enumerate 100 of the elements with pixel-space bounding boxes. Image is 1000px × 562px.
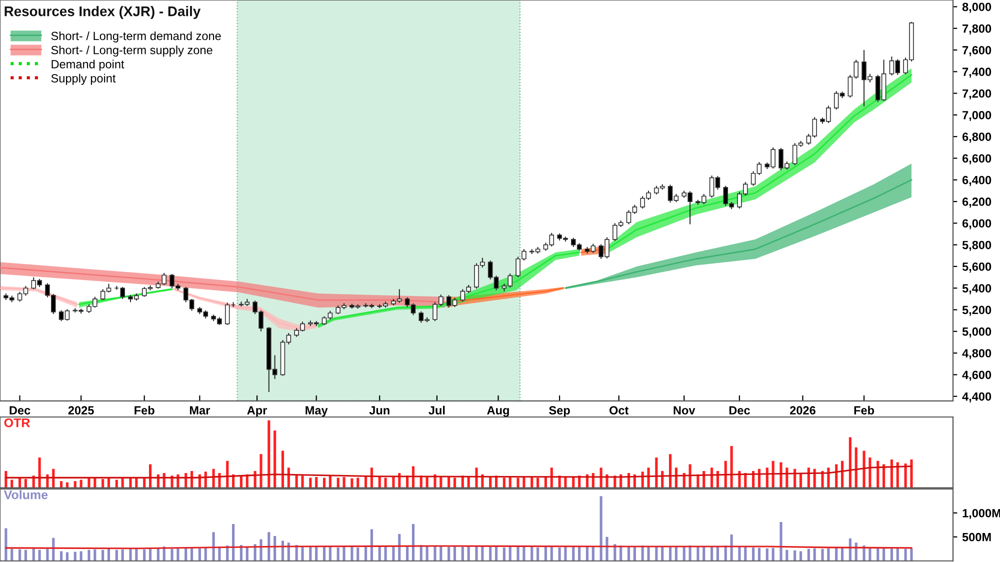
y-tick-label: 5,200 xyxy=(962,306,992,316)
bar xyxy=(827,548,830,561)
bar xyxy=(309,546,312,561)
bar xyxy=(516,478,520,488)
bar xyxy=(453,478,456,488)
bar xyxy=(440,546,442,561)
bar xyxy=(868,457,872,488)
bar xyxy=(364,546,368,561)
y-tick-label: 7,400 xyxy=(962,68,992,78)
bar xyxy=(572,546,575,561)
legend-label: Supply point xyxy=(51,74,116,85)
bar xyxy=(494,546,498,561)
y-tick-label: 6,000 xyxy=(962,219,992,230)
bar xyxy=(143,549,146,561)
bar xyxy=(80,480,82,488)
bar xyxy=(448,546,450,561)
bar xyxy=(156,548,160,561)
y-tick-label: 5,800 xyxy=(962,240,992,251)
bar xyxy=(115,480,118,488)
bar xyxy=(682,546,686,561)
bar xyxy=(46,548,49,561)
bar xyxy=(854,447,858,488)
bar xyxy=(910,548,913,561)
bar xyxy=(752,547,755,561)
bar xyxy=(475,468,478,488)
y-tick-label: 6,800 xyxy=(962,132,992,143)
x-tick-label: Oct xyxy=(610,406,629,415)
bar xyxy=(516,546,520,561)
bar xyxy=(862,546,866,561)
bar xyxy=(328,476,332,488)
bar xyxy=(268,420,270,488)
x-tick-label: Mar xyxy=(190,406,210,415)
y-tick-label: 7,600 xyxy=(962,46,992,56)
bar xyxy=(107,478,110,488)
bar xyxy=(74,481,76,488)
bar xyxy=(176,548,180,561)
bar xyxy=(336,547,340,561)
bar xyxy=(350,478,354,488)
bar xyxy=(564,546,567,561)
bar xyxy=(378,546,381,561)
bar xyxy=(780,522,782,561)
bar xyxy=(38,457,41,488)
bar xyxy=(702,546,706,561)
bar xyxy=(481,546,484,561)
bar xyxy=(586,546,589,561)
bar xyxy=(536,478,540,488)
bar xyxy=(882,464,886,488)
bar xyxy=(655,546,658,561)
bar xyxy=(606,536,608,561)
bar xyxy=(322,478,326,488)
bar xyxy=(24,479,27,488)
y-tick-label: 4,600 xyxy=(962,370,992,381)
bar xyxy=(148,464,152,488)
bar xyxy=(281,450,284,488)
bar xyxy=(780,462,782,488)
bar xyxy=(600,496,602,561)
x-tick-label: Dec xyxy=(729,406,750,415)
x-tick-label: Apr xyxy=(247,406,268,417)
bar xyxy=(10,548,14,561)
bar xyxy=(862,450,866,488)
bar xyxy=(378,477,381,488)
x-tick-label: May xyxy=(306,406,328,417)
bar xyxy=(530,477,534,488)
y-tick-label: 6,200 xyxy=(962,198,992,208)
bar xyxy=(453,546,456,561)
bar xyxy=(530,546,534,561)
bar xyxy=(350,546,354,561)
bar xyxy=(904,464,907,488)
x-tick-label: 2026 xyxy=(790,406,816,415)
x-tick-label: Feb xyxy=(134,406,154,415)
y-tick-label: 4,400 xyxy=(962,392,992,402)
bar xyxy=(260,539,262,561)
bar xyxy=(94,549,96,561)
y-tick-label: 7,200 xyxy=(962,89,992,100)
bar xyxy=(212,532,215,561)
bar xyxy=(489,546,492,561)
y-tick-label: 6,400 xyxy=(962,176,992,186)
bar xyxy=(74,552,76,561)
y-tick-label: 7,800 xyxy=(962,24,992,34)
bar xyxy=(426,477,428,488)
bar xyxy=(412,524,415,561)
bar xyxy=(668,454,672,488)
bar xyxy=(502,547,506,561)
bar xyxy=(260,454,262,488)
y-tick-label: 5,600 xyxy=(962,262,992,273)
bar xyxy=(876,460,880,488)
bar xyxy=(315,477,318,488)
y-tick-label: 8,000 xyxy=(962,2,992,13)
bar xyxy=(910,459,913,488)
bar xyxy=(24,550,27,561)
bar xyxy=(60,551,63,561)
bar xyxy=(60,481,63,488)
bar xyxy=(766,548,768,561)
bar xyxy=(384,478,387,488)
bar xyxy=(434,546,436,561)
bar xyxy=(315,546,318,561)
chart-title: Resources Index (XJR) - Daily xyxy=(4,6,201,19)
bar xyxy=(813,548,816,561)
bar xyxy=(544,546,547,561)
bar xyxy=(896,548,899,561)
